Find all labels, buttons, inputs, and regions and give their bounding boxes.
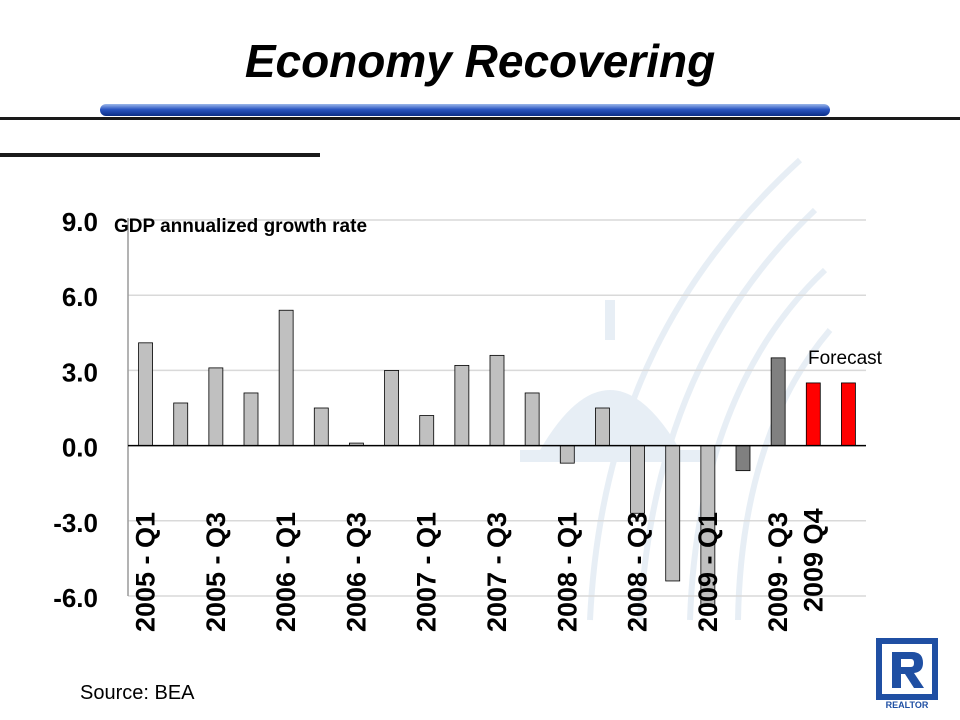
bar: [419, 415, 435, 446]
x-tick-label: 2009 - Q1: [693, 512, 723, 632]
bar: [454, 364, 470, 446]
x-tick-label: 2008 - Q3: [623, 512, 653, 632]
x-tick-label: 2007 - Q3: [482, 512, 512, 632]
y-tick-label: -6.0: [53, 583, 98, 613]
bar: [208, 367, 224, 447]
y-tick-label: 3.0: [62, 357, 98, 387]
bar: [559, 445, 575, 464]
bar: [841, 382, 856, 446]
bar: [384, 369, 399, 446]
bar: [243, 392, 259, 446]
bar: [770, 357, 786, 446]
bar: [138, 342, 153, 446]
title-underline-blue: [100, 104, 830, 116]
x-tick-label: 2005 - Q3: [201, 512, 231, 632]
x-tick-label: 2006 - Q3: [341, 512, 371, 632]
y-tick-label: -3.0: [53, 508, 98, 538]
x-tick-label: 2007 - Q1: [412, 512, 442, 632]
y-tick-label: 9.0: [62, 207, 98, 237]
bar: [665, 445, 681, 582]
realtor-logo-text: REALTOR: [886, 700, 929, 710]
bar: [524, 392, 540, 446]
y-tick-label: 6.0: [62, 282, 98, 312]
x-tick-label: 2005 - Q1: [131, 512, 161, 632]
x-tick-label: 2009 - Q3: [763, 512, 793, 632]
x-tick-labels: 2005 - Q1 2005 - Q3 2006 - Q1 2006 - Q3 2007…: [131, 508, 829, 632]
bar: [173, 402, 189, 446]
capitol-watermark: [520, 157, 833, 621]
slide-title: Economy Recovering: [244, 35, 716, 87]
y-tick-labels: 9.0 6.0 3.0 0.0 -3.0 -6.0: [53, 207, 98, 613]
bar: [278, 309, 294, 446]
x-tick-label: 2006 - Q1: [271, 512, 301, 632]
bar: [313, 407, 329, 446]
bar: [489, 354, 505, 446]
x-tick-label: 2008 - Q1: [552, 512, 582, 632]
bar: [595, 407, 610, 446]
bar: [735, 445, 751, 472]
forecast-annotation: Forecast: [808, 348, 883, 369]
source-note: Source: BEA: [80, 682, 195, 704]
title-rule: [0, 117, 960, 120]
y-tick-label: 0.0: [62, 433, 98, 463]
x-tick-label: 2009 Q4: [798, 508, 828, 612]
bar: [630, 445, 645, 514]
realtor-logo: REALTOR: [876, 638, 938, 710]
chart-title: GDP annualized growth rate: [114, 216, 367, 237]
short-rule: [0, 153, 320, 157]
bar: [805, 382, 821, 446]
